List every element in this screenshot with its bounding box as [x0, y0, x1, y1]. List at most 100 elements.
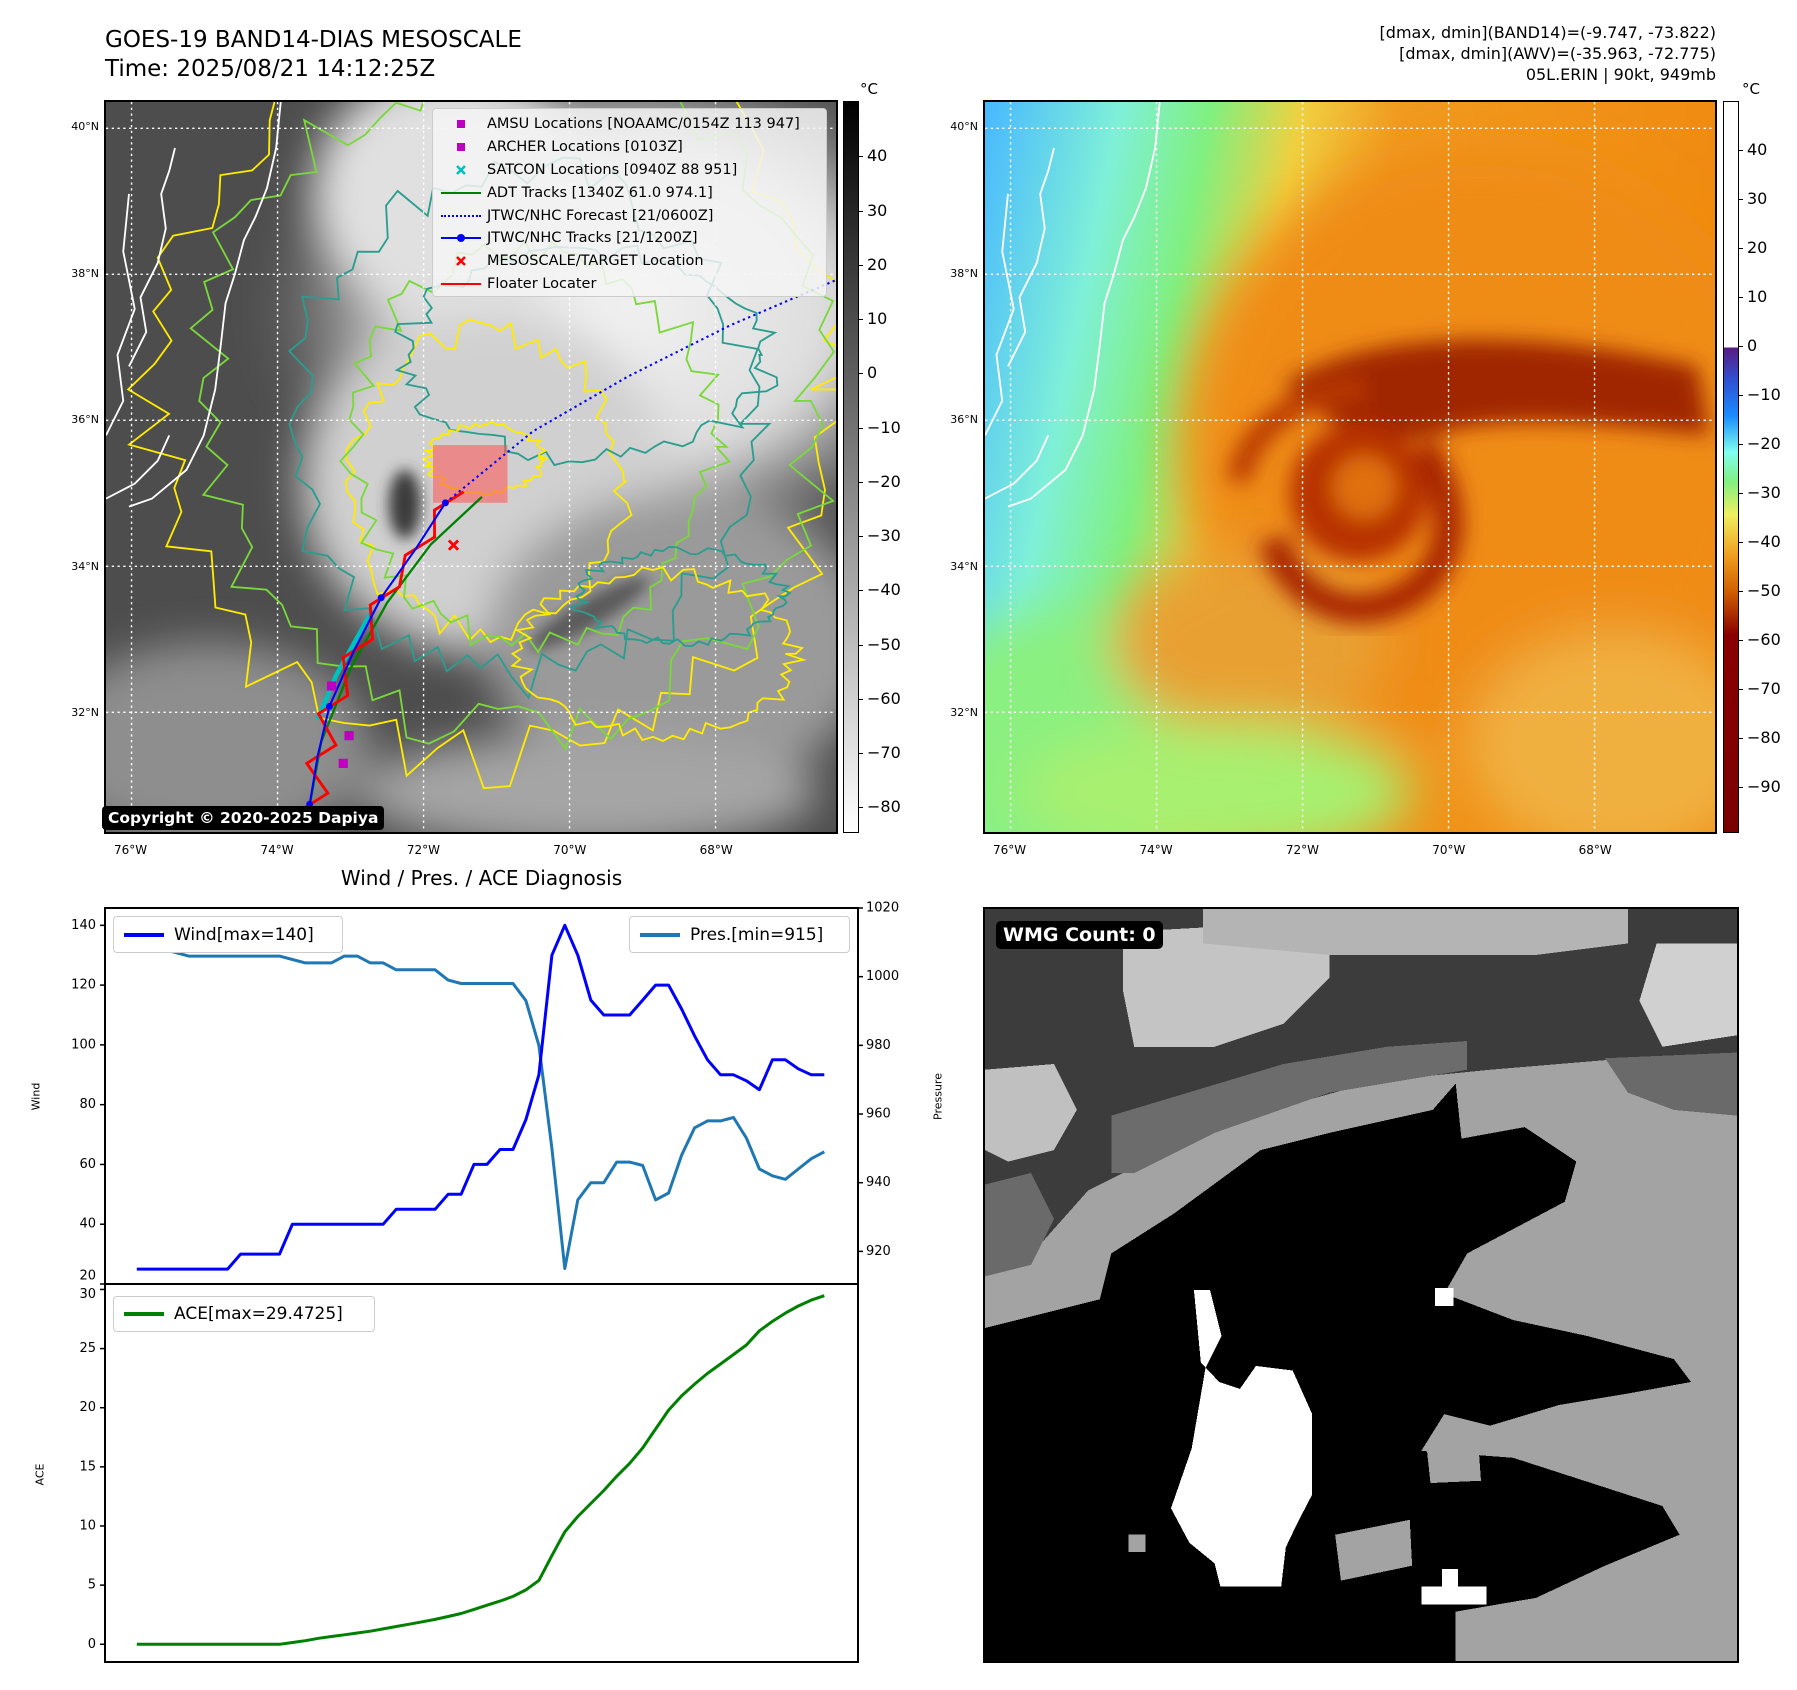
lat-label-left: 36°N — [71, 413, 99, 427]
colorbar-right-tick — [1739, 542, 1743, 544]
colorbar-right-tick — [1739, 444, 1743, 446]
colorbar-left-tick-label: 40 — [867, 146, 888, 166]
lon-label-left: 74°W — [260, 843, 294, 857]
colorbar-left-tick-label: −50 — [867, 634, 901, 654]
lat-label-left: 32°N — [71, 705, 99, 719]
jtwc-track-point — [306, 800, 314, 808]
legend-square-icon — [441, 117, 481, 131]
colorbar-right-tick — [1739, 786, 1743, 788]
contour-line — [510, 566, 807, 742]
colorbar-right-tick-label: −90 — [1747, 776, 1781, 796]
lat-label-right: 38°N — [950, 266, 978, 280]
lon-label-right: 70°W — [1432, 843, 1466, 857]
colorbar-left-tick-label: −70 — [867, 743, 901, 763]
colorbar-right-tick — [1739, 297, 1743, 299]
amsu-archer-marker — [326, 681, 337, 691]
lon-label-left: 76°W — [114, 843, 148, 857]
lat-label-right: 36°N — [950, 413, 978, 427]
colorbar-right-tick — [1739, 640, 1743, 642]
colorbar-left-tick-label: −30 — [867, 526, 901, 546]
legend-item: MESOSCALE/TARGET Location — [433, 250, 826, 273]
figure-time: Time: 2025/08/21 14:12:25Z — [105, 56, 436, 82]
ace-legend-line — [124, 1312, 164, 1316]
colorbar-left-tick — [859, 590, 863, 592]
pressure-tick-label: 940 — [866, 1175, 891, 1190]
wind-tick-label: 120 — [71, 978, 96, 993]
legend-label: AMSU Locations [NOAAMC/0154Z 113 947] — [487, 116, 800, 133]
map-legend: AMSU Locations [NOAAMC/0154Z 113 947] ARC… — [432, 108, 827, 297]
awv-color-map — [983, 100, 1717, 834]
jtwc-track-point — [325, 702, 333, 710]
wind-axis-label: Wind — [29, 1082, 43, 1111]
ace-series-line — [136, 1294, 825, 1646]
colorbar-right-tick — [1739, 150, 1743, 152]
wind-tick-label: 140 — [71, 918, 96, 933]
legend-item: ARCHER Locations [0103Z] — [433, 136, 826, 159]
lon-label-left: 68°W — [699, 843, 733, 857]
ace-axes — [104, 1283, 859, 1663]
coastline — [985, 102, 1161, 508]
floater-box — [433, 445, 508, 503]
colorbar-left-tick-label: −40 — [867, 580, 901, 600]
colorbar-right-tick — [1739, 493, 1743, 495]
lon-label-right: 76°W — [993, 843, 1027, 857]
colorbar-right-tick-label: 30 — [1747, 189, 1768, 209]
wind-tick-label: 40 — [79, 1217, 96, 1232]
lon-label-left: 72°W — [406, 843, 440, 857]
colorbar-right-tick-label: −70 — [1747, 679, 1781, 699]
colorbar-left-tick — [859, 319, 863, 321]
ace-tick-label: 30 — [79, 1287, 96, 1302]
pressure-legend: Pres.[min=915] — [629, 916, 850, 953]
legend-label: SATCON Locations [0940Z 88 951] — [487, 161, 738, 178]
wind-legend-label: Wind[max=140] — [174, 924, 314, 945]
legend-label: JTWC/NHC Tracks [21/1200Z] — [487, 230, 698, 247]
pressure-tick-label: 1000 — [866, 969, 899, 984]
jtwc-track-point — [442, 499, 449, 507]
colorbar-right-tick — [1739, 248, 1743, 250]
pressure-legend-line — [640, 932, 680, 937]
ace-tick-label: 0 — [88, 1637, 96, 1652]
legend-item: JTWC/NHC Forecast [21/0600Z] — [433, 204, 826, 227]
wind-tick-label: 100 — [71, 1037, 96, 1052]
colorbar-left-tick — [859, 156, 863, 158]
jtwc-track — [308, 502, 447, 805]
colorbar-right-tick-label: −40 — [1747, 532, 1781, 552]
ace-legend-label: ACE[max=29.4725] — [174, 1304, 343, 1324]
contour-line — [421, 420, 549, 497]
amsu-archer-marker — [344, 731, 354, 741]
contour-line — [569, 545, 792, 647]
pressure-tick-label: 920 — [866, 1244, 891, 1259]
ace-tick-label: 20 — [79, 1400, 96, 1415]
pressure-legend-label: Pres.[min=915] — [690, 924, 824, 945]
legend-dotted-icon — [441, 209, 481, 223]
colorbar-right-tick-label: 40 — [1747, 140, 1768, 160]
chart-title: Wind / Pres. / ACE Diagnosis — [340, 866, 623, 890]
colorbar-right-tick — [1739, 346, 1743, 348]
colorbar-right-tick-label: 10 — [1747, 287, 1768, 307]
colorbar-left-tick-label: 20 — [867, 254, 888, 274]
lon-label-right: 74°W — [1139, 843, 1173, 857]
ace-tick-label: 10 — [79, 1518, 96, 1533]
wind-tick-label: 20 — [79, 1269, 96, 1284]
colorbar-left-tick — [859, 427, 863, 429]
legend-label: JTWC/NHC Forecast [21/0600Z] — [487, 207, 714, 224]
satcon-track — [315, 609, 375, 721]
colorbar-right-tick — [1739, 738, 1743, 739]
colorbar-right-tick — [1739, 395, 1743, 397]
ace-tick-label: 15 — [79, 1459, 96, 1474]
lat-label-left: 40°N — [71, 120, 99, 134]
ace-tick-label: 5 — [88, 1578, 96, 1593]
jtwc-track-point — [377, 594, 385, 602]
colorbar-left-tick-label: −60 — [867, 688, 901, 708]
legend-line-icon — [441, 277, 481, 291]
ace-legend: ACE[max=29.4725] — [113, 1296, 375, 1332]
storm-tracks — [297, 279, 836, 822]
legend-line-dot-icon — [441, 231, 481, 245]
colorbar-left-tick — [859, 264, 863, 266]
colorbar-right-tick-label: −20 — [1747, 434, 1781, 454]
colorbar-right-tick — [1739, 591, 1743, 593]
colorbar-right — [1723, 101, 1739, 833]
colorbar-left-tick — [859, 481, 863, 483]
lon-label-right: 68°W — [1578, 843, 1612, 857]
